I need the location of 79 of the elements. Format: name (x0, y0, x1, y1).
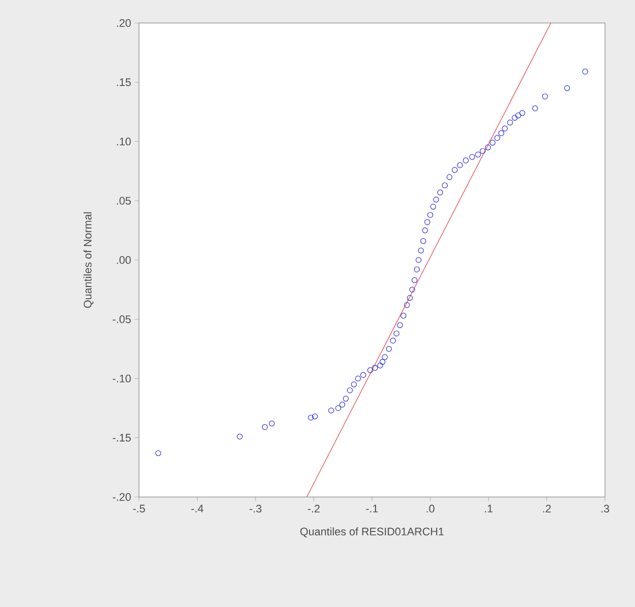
point (268, 420, 275, 426)
x-tick-label: -.4 (191, 504, 204, 512)
point (262, 424, 268, 430)
point (475, 152, 481, 158)
point (404, 302, 410, 308)
point (485, 144, 491, 150)
point (346, 387, 353, 394)
point (422, 227, 428, 234)
point (452, 167, 458, 173)
point (469, 154, 476, 160)
point (351, 382, 357, 388)
point (412, 277, 418, 284)
point (502, 126, 508, 132)
point (406, 295, 413, 301)
point (416, 257, 422, 263)
point (360, 372, 366, 378)
y-tick-label: -.10 (112, 374, 131, 382)
point (427, 212, 434, 218)
point (519, 110, 526, 116)
point (328, 408, 334, 414)
point (367, 367, 374, 374)
x-tick-label: -.3 (250, 504, 262, 513)
point (342, 396, 349, 402)
x-tick-label: .2 (543, 504, 551, 512)
point (564, 85, 570, 92)
point (418, 248, 424, 254)
y-tick-label: -.05 (112, 315, 131, 324)
point (430, 204, 436, 210)
point (433, 196, 439, 202)
point (582, 68, 588, 74)
x-tick-label: .1 (484, 504, 493, 512)
point (457, 162, 463, 168)
point (380, 359, 386, 365)
point (386, 346, 392, 352)
point (490, 140, 496, 146)
x-tick-label: -.1 (366, 504, 378, 512)
point (397, 322, 403, 328)
point (390, 338, 396, 344)
y-tick-label: .20 (116, 19, 131, 27)
y-tick-label: -.20 (112, 493, 131, 501)
point (437, 190, 444, 196)
point (308, 414, 314, 421)
point (335, 405, 342, 412)
point (382, 354, 388, 360)
point (339, 402, 346, 408)
x-tick-label: -.5 (133, 504, 145, 512)
point (515, 112, 522, 118)
point (542, 94, 548, 100)
x-tick-label: .3 (601, 504, 610, 513)
point (400, 312, 406, 319)
point (377, 362, 384, 368)
point (409, 286, 416, 293)
point (312, 414, 318, 420)
point (372, 364, 378, 371)
point (480, 148, 486, 154)
y-axis-title: Quantiles of Normal (83, 212, 94, 308)
point (394, 330, 400, 336)
x-axis-title: Quantiles of RESID01ARCH1 (300, 527, 444, 538)
point (507, 120, 513, 126)
y-tick-label: -.15 (112, 434, 131, 442)
y-tick-label: .05 (116, 196, 131, 205)
point (462, 158, 469, 164)
point (446, 174, 452, 180)
point (155, 450, 162, 456)
x-tick-label: -.2 (308, 504, 320, 512)
y-tick-label: .10 (116, 138, 131, 146)
point (420, 238, 426, 244)
y-tick-label: .00 (116, 256, 131, 264)
point (512, 114, 518, 121)
point (494, 135, 500, 141)
y-tick-label: .15 (116, 78, 131, 86)
point (414, 266, 420, 272)
point (355, 376, 361, 382)
x-tick-label: .0 (426, 504, 434, 513)
point (498, 130, 504, 136)
point (236, 434, 243, 440)
point (532, 105, 538, 112)
point (442, 182, 448, 188)
point (424, 219, 430, 225)
